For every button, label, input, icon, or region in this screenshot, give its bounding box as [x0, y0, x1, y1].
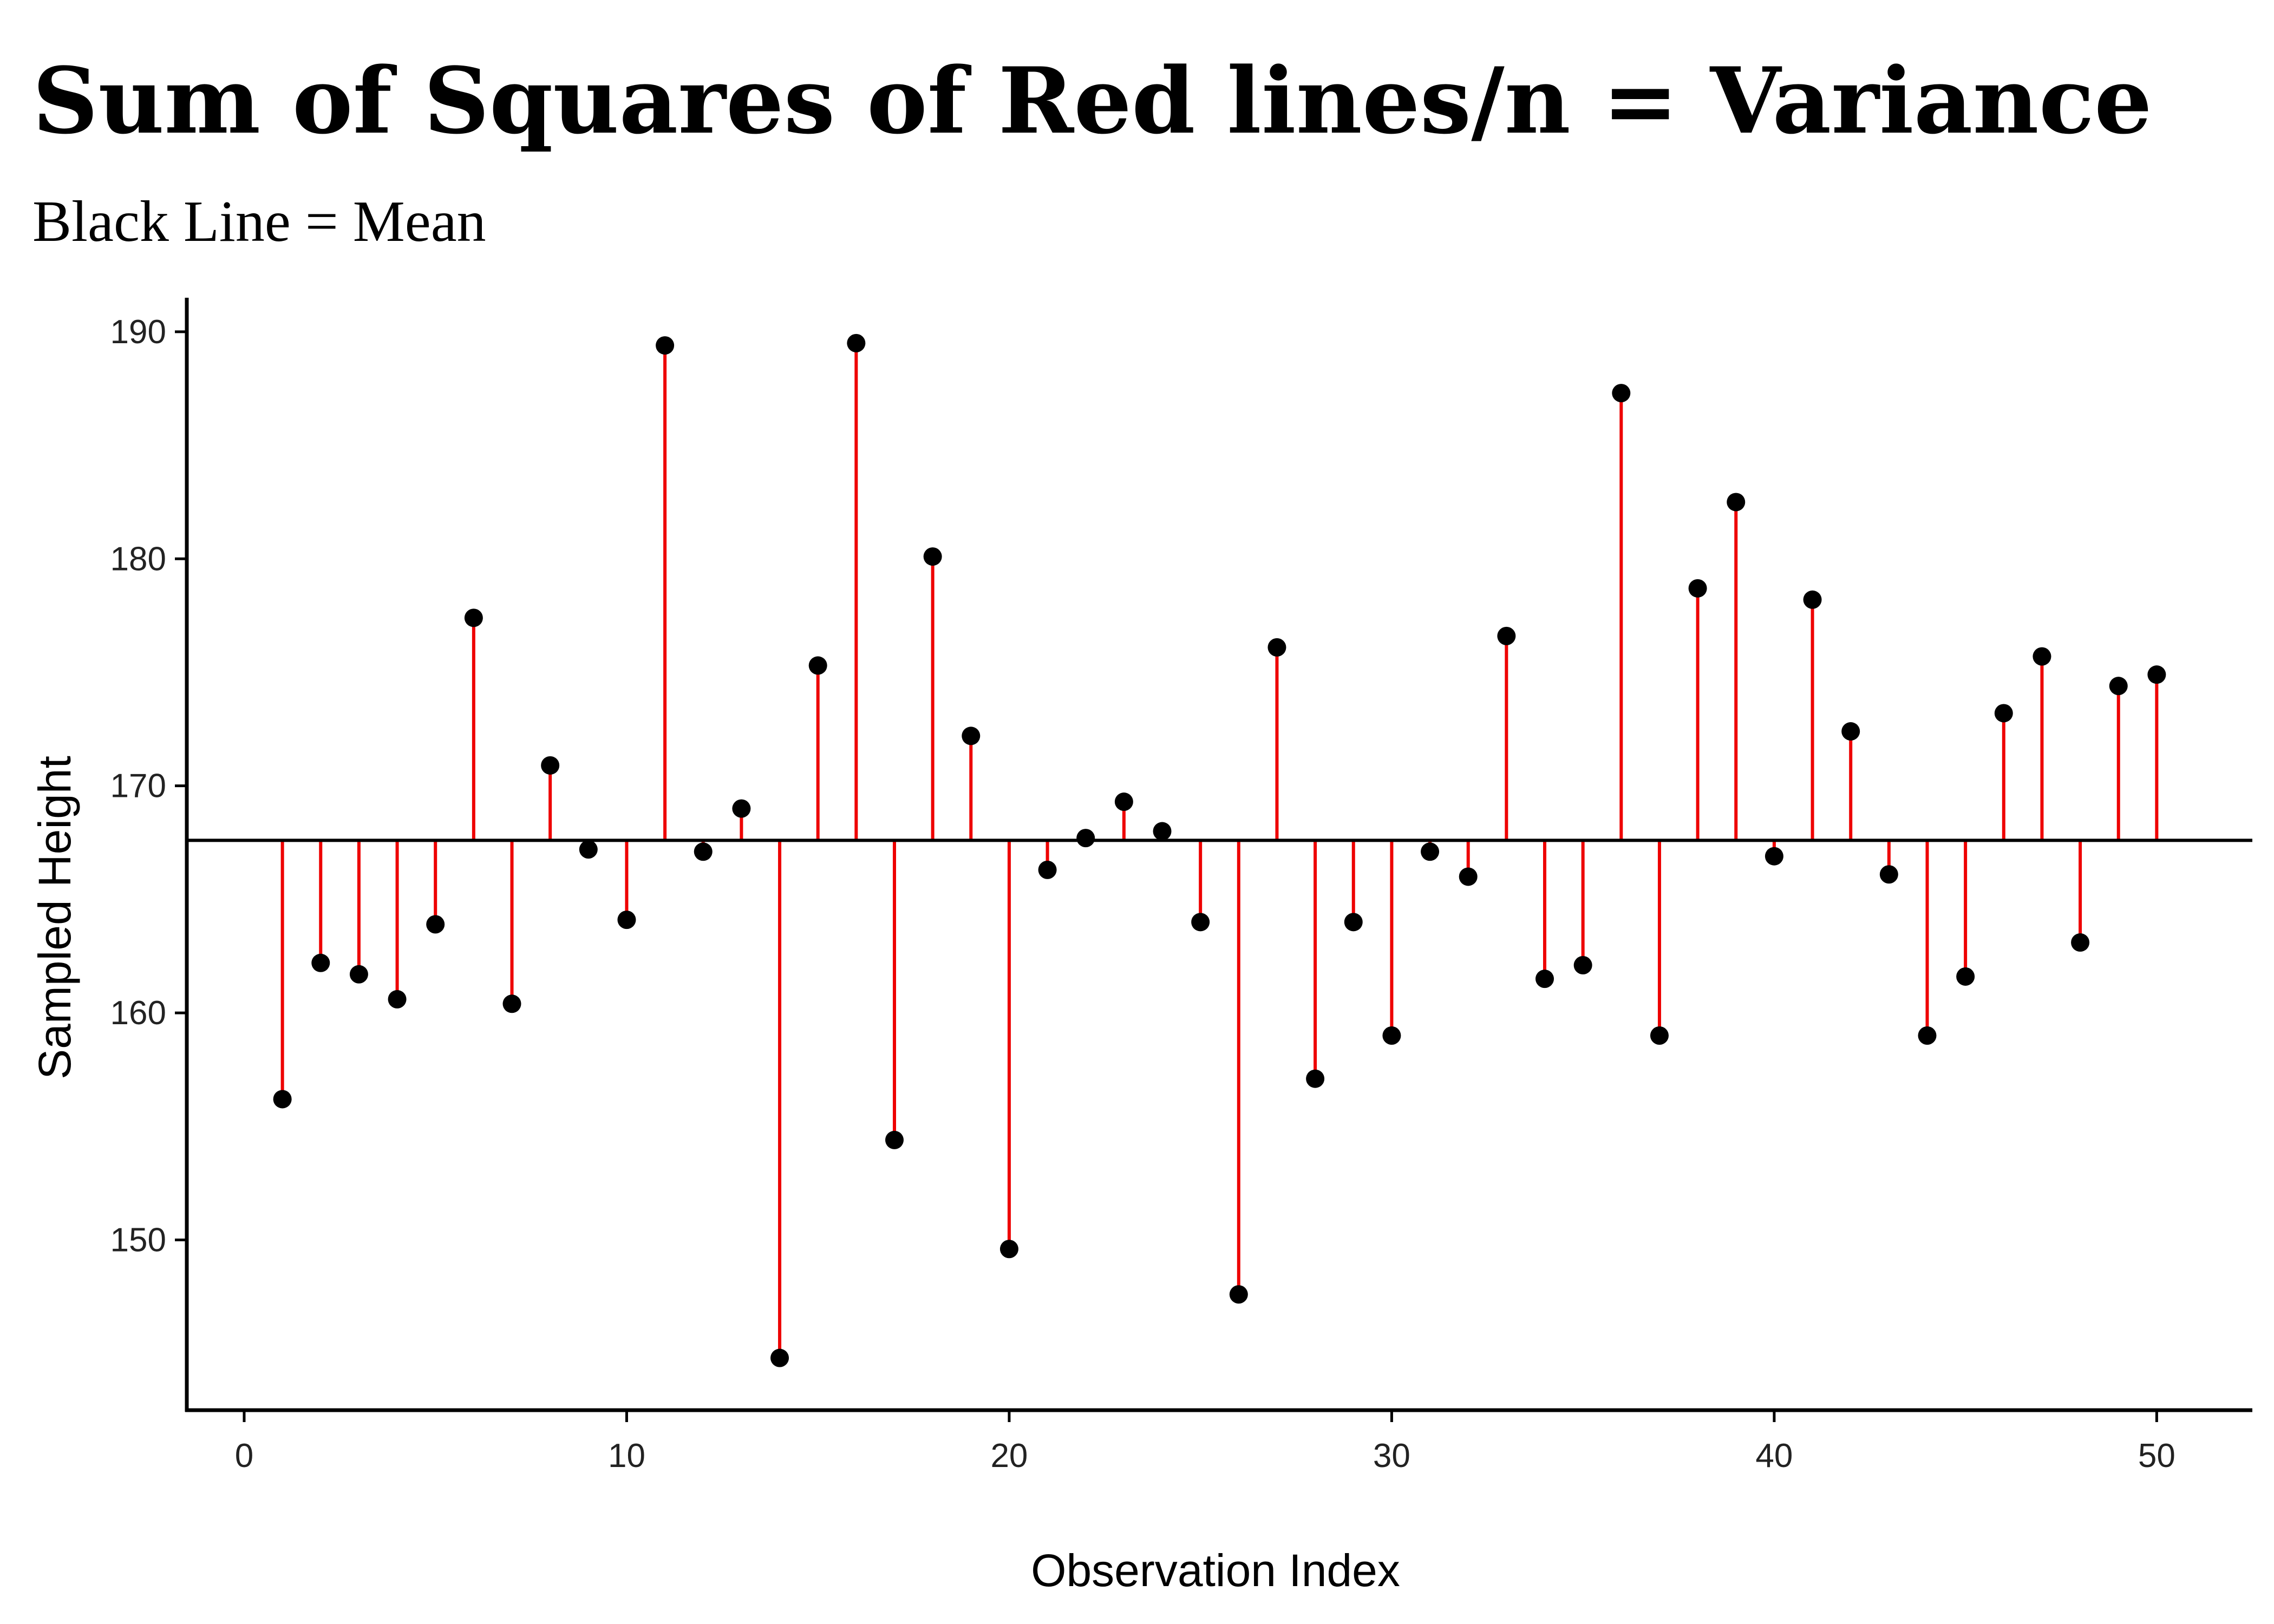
- data-point: [999, 1240, 1018, 1259]
- data-point: [732, 799, 751, 818]
- data-point: [1879, 865, 1898, 884]
- x-tick-label: 30: [1373, 1437, 1410, 1475]
- data-point: [656, 336, 675, 355]
- data-point: [1191, 913, 1210, 932]
- data-point: [2109, 677, 2128, 696]
- data-point: [1765, 847, 1783, 866]
- data-point: [388, 990, 407, 1009]
- data-point: [273, 1090, 292, 1109]
- data-point: [502, 994, 521, 1013]
- data-point: [579, 840, 598, 859]
- data-point: [617, 911, 636, 929]
- data-point: [885, 1130, 904, 1149]
- data-point: [1841, 722, 1860, 741]
- x-axis-title: Observation Index: [1031, 1545, 1400, 1596]
- data-point: [2033, 647, 2051, 666]
- data-point: [1956, 967, 1975, 986]
- data-point: [1076, 829, 1095, 848]
- data-point: [2147, 665, 2166, 684]
- y-tick-label: 190: [110, 313, 166, 351]
- x-tick-label: 50: [2138, 1437, 2175, 1475]
- data-point: [2071, 933, 2090, 952]
- data-point: [1727, 493, 1746, 512]
- data-point: [1114, 793, 1133, 811]
- data-point: [464, 608, 483, 627]
- data-point: [1459, 867, 1478, 886]
- chart-title: Sum of Squares of Red lines/n = Variance: [32, 47, 2152, 154]
- y-tick-label: 170: [110, 768, 166, 805]
- data-point: [1573, 956, 1592, 974]
- data-point: [847, 333, 866, 352]
- data-point: [1650, 1026, 1669, 1045]
- data-point: [770, 1348, 789, 1367]
- data-point: [1344, 913, 1363, 932]
- y-tick-label: 160: [110, 994, 166, 1032]
- data-point: [1688, 579, 1707, 598]
- data-point: [962, 726, 981, 745]
- data-point: [1994, 704, 2013, 723]
- x-tick-label: 0: [235, 1437, 253, 1475]
- data-point: [1382, 1026, 1401, 1045]
- data-point: [1267, 638, 1286, 657]
- y-axis-title: Sampled Height: [29, 756, 80, 1079]
- data-point: [923, 547, 942, 566]
- data-point: [311, 953, 330, 972]
- plot-area: 150 160 170 180 190 0 10 20 30 40 50: [110, 298, 2252, 1475]
- data-point: [1421, 842, 1440, 861]
- data-point: [426, 915, 445, 934]
- data-point: [1803, 590, 1822, 609]
- chart-subtitle: Black Line = Mean: [32, 189, 486, 254]
- data-point: [1153, 822, 1172, 841]
- y-tick-label: 150: [110, 1221, 166, 1259]
- data-point: [808, 656, 827, 675]
- y-tick-label: 180: [110, 540, 166, 578]
- data-point: [349, 965, 368, 984]
- data-point: [1612, 384, 1631, 403]
- x-tick-label: 20: [990, 1437, 1028, 1475]
- data-point: [1497, 626, 1516, 645]
- data-point: [1306, 1069, 1325, 1088]
- data-point: [694, 842, 713, 861]
- data-point: [1229, 1285, 1248, 1304]
- data-point: [1038, 860, 1057, 879]
- x-tick-label: 10: [608, 1437, 645, 1475]
- x-tick-label: 40: [1755, 1437, 1793, 1475]
- data-point: [1918, 1026, 1937, 1045]
- data-point: [1535, 970, 1554, 988]
- data-point: [541, 756, 560, 775]
